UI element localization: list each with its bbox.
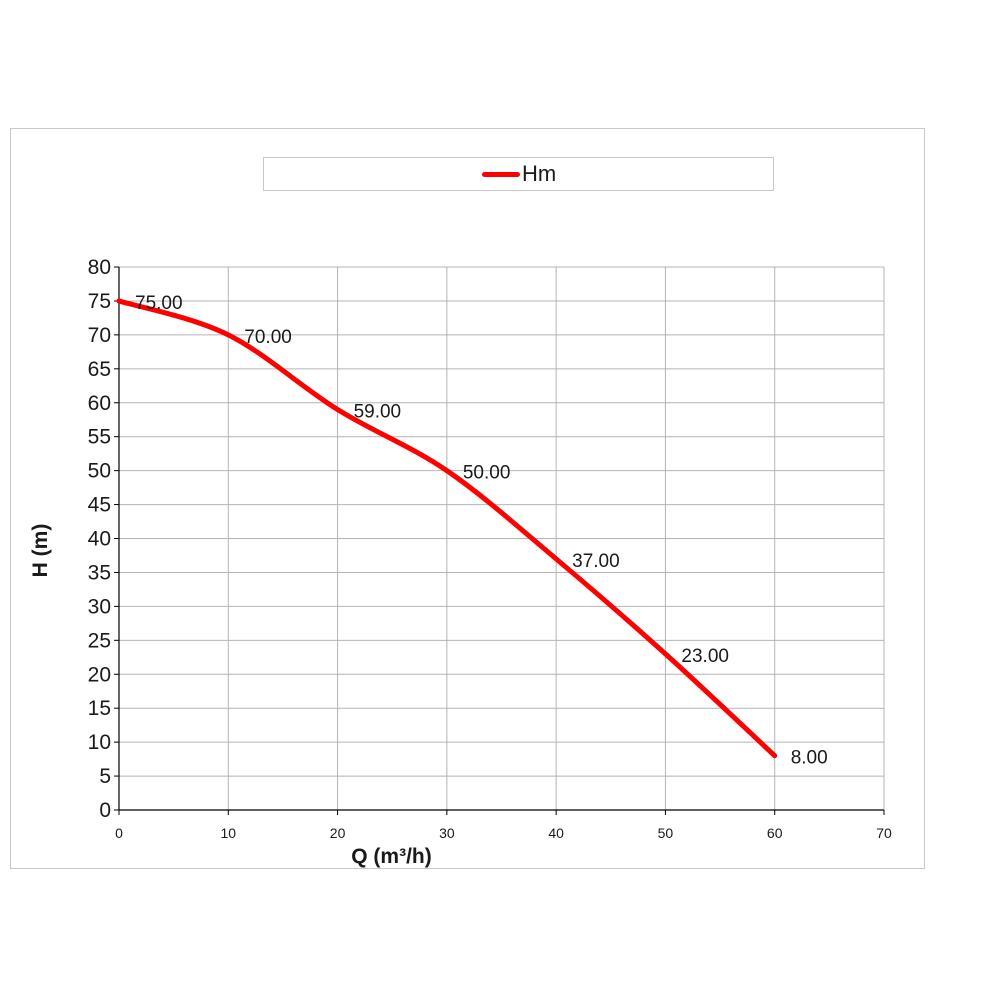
- x-tick-label: 10: [220, 825, 236, 841]
- data-label: 50.00: [463, 463, 511, 484]
- data-point: [117, 298, 121, 303]
- x-axis-title: Q (m³/h): [351, 845, 431, 868]
- legend-label-hm: Hm: [522, 161, 557, 186]
- y-tick-label: 5: [99, 765, 111, 788]
- x-tick-label: 0: [115, 825, 123, 841]
- y-tick-label: 30: [88, 595, 111, 618]
- y-tick-label: 60: [88, 392, 111, 415]
- y-tick-label: 10: [88, 731, 111, 754]
- y-tick-label: 80: [88, 256, 111, 279]
- data-label: 59.00: [354, 402, 402, 423]
- data-point: [554, 556, 559, 561]
- y-tick-label: 15: [88, 697, 111, 720]
- legend-swatch-hm: [482, 172, 520, 177]
- y-axis-title: H (m): [29, 524, 52, 578]
- axes: [114, 266, 885, 815]
- x-tick-label: 40: [548, 825, 564, 841]
- tick-labels: 0 5 10 15 20 25 30 35 40 45 50 55 60 65 70 75 80 0 10 20 30 4…: [88, 256, 892, 841]
- x-tick-label: 70: [876, 825, 892, 841]
- x-tick-label: 50: [658, 825, 674, 841]
- y-tick-label: 70: [88, 324, 111, 347]
- chart-legend: Hm: [263, 157, 774, 191]
- data-label: 75.00: [135, 293, 183, 314]
- data-label: 37.00: [572, 551, 620, 572]
- data-point: [335, 407, 340, 412]
- grid-lines: [119, 266, 885, 810]
- y-tick-label: 55: [88, 426, 111, 449]
- y-tick-label: 25: [88, 629, 111, 652]
- x-tick-label: 30: [439, 825, 455, 841]
- y-tick-label: 45: [88, 494, 111, 517]
- y-tick-label: 35: [88, 561, 111, 584]
- y-tick-label: 20: [88, 663, 111, 686]
- series-hm: [116, 298, 778, 759]
- y-tick-label: 40: [88, 528, 111, 551]
- data-point: [226, 332, 231, 337]
- x-tick-label: 60: [767, 825, 783, 841]
- data-point: [444, 468, 449, 473]
- data-point: [663, 651, 668, 656]
- chart-frame: [10, 128, 925, 869]
- data-label: 23.00: [681, 646, 729, 667]
- y-tick-label: 50: [88, 460, 111, 483]
- y-tick-label: 75: [88, 290, 111, 313]
- x-tick-label: 20: [330, 825, 346, 841]
- y-tick-label: 65: [88, 358, 111, 381]
- data-point: [772, 753, 777, 758]
- data-label: 8.00: [791, 748, 828, 769]
- y-tick-label: 0: [99, 799, 111, 822]
- data-label: 70.00: [244, 327, 292, 348]
- data-labels: 75.00 70.00 59.00 50.00 37.00 23.00 8.00: [135, 293, 828, 769]
